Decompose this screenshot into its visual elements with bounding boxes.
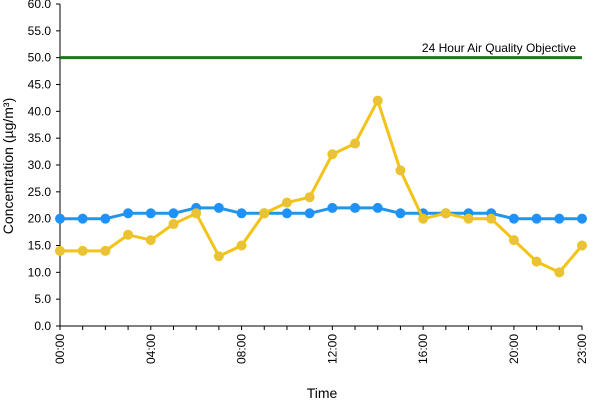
- series-2-point: [327, 149, 338, 160]
- series-1-point: [236, 208, 247, 219]
- x-tick-label: 00:00: [53, 334, 67, 364]
- x-tick-label: 20:00: [507, 334, 521, 364]
- series-2-point: [554, 267, 565, 278]
- series-2-point: [55, 245, 65, 256]
- series-1-point: [123, 208, 134, 219]
- series-1-point: [508, 213, 519, 224]
- series-2-point: [145, 235, 156, 246]
- series-2-point: [123, 229, 134, 240]
- series-2-point: [577, 240, 587, 251]
- series-1-line: [60, 206, 582, 221]
- y-tick-label: 45.0: [28, 78, 52, 92]
- series-2-point: [304, 192, 315, 203]
- y-tick-label: 20.0: [28, 212, 52, 226]
- y-tick-label: 30.0: [28, 158, 52, 172]
- series-2-point: [395, 165, 406, 176]
- y-tick-label: 40.0: [28, 104, 52, 118]
- x-tick-label: 08:00: [235, 334, 249, 364]
- y-tick-label: 60.0: [28, 0, 52, 11]
- series-2-point: [508, 235, 519, 246]
- series-1-point: [327, 202, 338, 213]
- y-axis-title: Concentration (µg/m³): [0, 98, 16, 234]
- series-2-point: [486, 213, 497, 224]
- series-2-point: [77, 245, 88, 256]
- series-2-point: [168, 219, 179, 230]
- series-2-point: [100, 245, 111, 256]
- series-2-point: [236, 240, 247, 251]
- y-tick-label: 5.0: [34, 292, 51, 306]
- series-1-point: [554, 213, 565, 224]
- y-tick-label: 10.0: [28, 265, 52, 279]
- series-2-point: [531, 256, 542, 267]
- series-1-point: [168, 208, 179, 219]
- series-1-point: [350, 202, 361, 213]
- series-2-point: [281, 197, 292, 208]
- series-1-point: [281, 208, 292, 219]
- series-1-point: [304, 208, 315, 219]
- series-2-point: [372, 95, 383, 106]
- series-2-point: [440, 208, 451, 219]
- series-1-point: [213, 202, 224, 213]
- x-tick-label: 23:00: [575, 334, 589, 364]
- series-2-point: [418, 213, 429, 224]
- series-1-point: [577, 213, 587, 224]
- series-2-point: [213, 251, 224, 262]
- y-tick-label: 25.0: [28, 185, 52, 199]
- x-tick-label: 16:00: [416, 334, 430, 364]
- series-1-point: [55, 213, 65, 224]
- series-2-point: [191, 208, 202, 219]
- y-tick-label: 35.0: [28, 131, 52, 145]
- x-tick-label: 12:00: [325, 334, 339, 364]
- series-2-line: [60, 99, 584, 274]
- y-tick-label: 0.0: [34, 319, 51, 333]
- series-1-point: [100, 213, 111, 224]
- series-1-point: [372, 202, 383, 213]
- series-2-point: [350, 138, 361, 149]
- series-1-point: [145, 208, 156, 219]
- series-1-point: [395, 208, 406, 219]
- series-1-point: [531, 213, 542, 224]
- reference-line-label: 24 Hour Air Quality Objective: [422, 41, 576, 55]
- series-2-point: [463, 213, 474, 224]
- plot-area: 0.0 5.0 10.0 15.0 20.0 25.0 30.0 35.0 40.0 45.0 50…: [28, 0, 589, 364]
- series-1-point: [77, 213, 88, 224]
- series-2-point: [259, 208, 270, 219]
- y-tick-label: 15.0: [28, 239, 52, 253]
- y-tick-label: 55.0: [28, 24, 52, 38]
- y-tick-label: 50.0: [28, 51, 52, 65]
- x-tick-label: 04:00: [144, 334, 158, 364]
- x-axis-title: Time: [307, 385, 338, 400]
